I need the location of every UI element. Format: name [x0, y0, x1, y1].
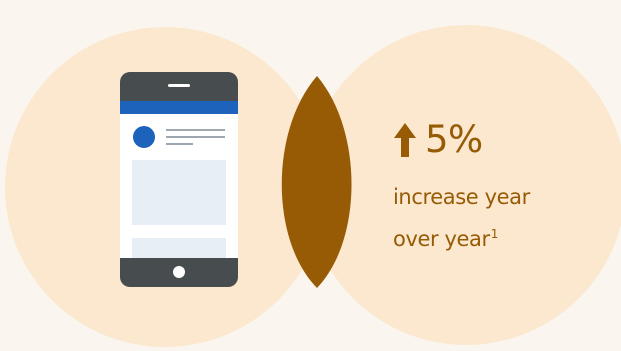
caption-line-2: over year1: [393, 216, 613, 258]
stat-row: 5%: [393, 118, 613, 161]
stat-block: 5% increase year over year1: [393, 118, 613, 258]
stat-caption: increase year over year1: [393, 179, 613, 258]
stat-value: 5%: [425, 118, 483, 161]
phone-speaker: [168, 84, 190, 87]
profile-avatar: [133, 126, 155, 148]
phone-app-header: [120, 101, 238, 114]
overlap-lens: [281, 76, 352, 288]
content-block: [132, 238, 226, 258]
footnote-marker: 1: [490, 227, 499, 241]
right-circle: [306, 25, 621, 345]
content-block: [132, 160, 226, 225]
home-button: [173, 266, 185, 278]
caption-line-1: increase year: [393, 185, 530, 209]
caption-line-2-text: over year: [393, 227, 490, 251]
up-arrow-icon: [394, 122, 416, 157]
smartphone-icon: [120, 72, 238, 287]
